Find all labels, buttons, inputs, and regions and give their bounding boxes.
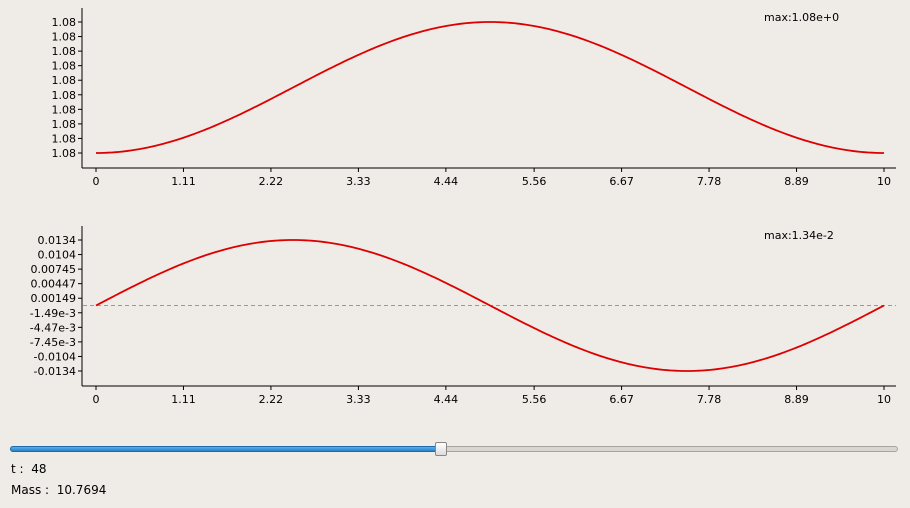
x-tick-label: 4.44 xyxy=(434,175,459,188)
time-slider[interactable] xyxy=(10,442,898,458)
x-tick-label: 1.11 xyxy=(171,393,196,406)
bottom-plot-max-label: max:1.34e-2 xyxy=(764,229,834,242)
y-tick-label: 1.08 xyxy=(52,74,77,87)
y-tick-label: -1.49e-3 xyxy=(30,307,76,320)
time-value: 48 xyxy=(31,462,47,476)
x-tick-label: 0 xyxy=(93,393,100,406)
y-tick-label: 1.08 xyxy=(52,147,77,160)
y-tick-label: 0.0134 xyxy=(38,234,77,247)
y-tick-label: -0.0134 xyxy=(34,365,76,378)
y-tick-label: 1.08 xyxy=(52,16,77,29)
y-tick-label: 1.08 xyxy=(52,45,77,58)
y-tick-label: 0.00149 xyxy=(31,292,77,305)
x-tick-label: 5.56 xyxy=(522,393,547,406)
mass-label: Mass : xyxy=(11,483,50,497)
time-readout: t : 48 xyxy=(11,462,46,476)
top-plot-curve xyxy=(95,21,885,154)
x-tick-label: 7.78 xyxy=(697,175,722,188)
y-tick-label: 1.08 xyxy=(52,103,77,116)
y-tick-label: 1.08 xyxy=(52,89,77,102)
x-tick-label: 8.89 xyxy=(784,175,809,188)
y-tick-label: -7.45e-3 xyxy=(30,336,76,349)
time-label: t : xyxy=(11,462,24,476)
x-tick-label: 8.89 xyxy=(784,393,809,406)
y-tick-label: -0.0104 xyxy=(34,350,76,363)
y-tick-label: 0.00745 xyxy=(31,263,77,276)
x-tick-label: 4.44 xyxy=(434,393,459,406)
x-tick-label: 0 xyxy=(93,175,100,188)
y-tick-label: 1.08 xyxy=(52,132,77,145)
x-tick-label: 3.33 xyxy=(346,175,371,188)
y-tick-label: 0.0104 xyxy=(38,249,77,262)
bottom-plot: max:1.34e-2 0 1.11 2.22 3.33 4.44 5.56 6.67 7.7… xyxy=(30,226,896,406)
mass-readout: Mass : 10.7694 xyxy=(11,483,106,497)
x-tick-label: 1.11 xyxy=(171,175,196,188)
y-tick-label: 1.08 xyxy=(52,31,77,44)
x-tick-label: 10 xyxy=(877,393,891,406)
slider-fill xyxy=(10,446,441,452)
x-tick-label: 5.56 xyxy=(522,175,547,188)
y-tick-label: -4.47e-3 xyxy=(30,321,76,334)
y-tick-label: 1.08 xyxy=(52,60,77,73)
y-tick-label: 0.00447 xyxy=(31,278,77,291)
top-plot-max-label: max:1.08e+0 xyxy=(764,11,839,24)
bottom-plot-curve xyxy=(95,239,885,372)
mass-value: 10.7694 xyxy=(56,483,107,497)
x-tick-label: 6.67 xyxy=(609,175,634,188)
top-plot: max:1.08e+0 0 1.11 2.22 3.33 4.44 5.56 6.67 7.7… xyxy=(52,8,896,188)
x-tick-label: 10 xyxy=(877,175,891,188)
x-tick-label: 6.67 xyxy=(609,393,634,406)
x-tick-label: 2.22 xyxy=(259,175,284,188)
x-tick-label: 2.22 xyxy=(259,393,284,406)
y-tick-label: 1.08 xyxy=(52,118,77,131)
x-tick-label: 7.78 xyxy=(697,393,722,406)
slider-handle[interactable] xyxy=(434,442,447,456)
x-tick-label: 3.33 xyxy=(346,393,371,406)
